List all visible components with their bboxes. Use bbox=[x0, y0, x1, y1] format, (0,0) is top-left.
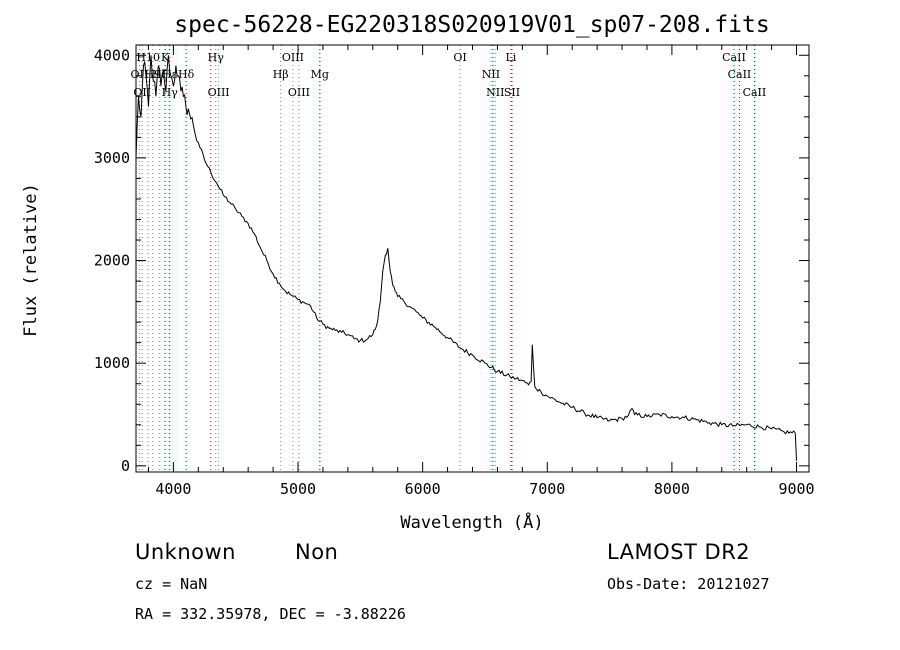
x-tick-label: 8000 bbox=[654, 480, 690, 498]
spectral-line-label: K bbox=[161, 51, 170, 64]
x-tick-label: 6000 bbox=[405, 480, 441, 498]
redshift-readout: cz = NaN bbox=[135, 575, 208, 593]
spectral-subclass: Non bbox=[295, 540, 339, 564]
y-tick-label: 4000 bbox=[94, 46, 130, 64]
chart-title: spec-56228-EG220318S020919V01_sp07-208.f… bbox=[174, 12, 769, 38]
axes: 4000 5000 6000 7000 8000 9000 0 1000 2000 3000 400… bbox=[94, 45, 815, 498]
x-tick-label: 9000 bbox=[778, 480, 814, 498]
survey-name: LAMOST DR2 bbox=[607, 540, 751, 564]
spectral-class: Unknown bbox=[135, 540, 236, 564]
y-tick-label: 0 bbox=[121, 457, 130, 475]
y-tick-label: 3000 bbox=[94, 149, 130, 167]
spectral-line-label: Li bbox=[505, 51, 516, 64]
y-tick-label: 1000 bbox=[94, 354, 130, 372]
plot-area bbox=[135, 55, 797, 461]
spectral-line-label: Mg bbox=[311, 68, 329, 81]
x-tick-label: 4000 bbox=[155, 480, 191, 498]
y-tick-label: 2000 bbox=[94, 252, 130, 270]
spectrum-line bbox=[135, 55, 797, 461]
y-axis-label: Flux (relative) bbox=[21, 183, 41, 337]
spectral-line-label: Hγ bbox=[208, 51, 225, 64]
spectral-line-label: Hδ bbox=[178, 68, 195, 81]
observation-date: Obs-Date: 20121027 bbox=[607, 575, 770, 593]
spectral-line-label: OII bbox=[131, 68, 149, 81]
spectral-line-label: NII bbox=[486, 86, 504, 99]
spectral-line-label: H10 bbox=[136, 51, 160, 64]
x-tick-label: 7000 bbox=[529, 480, 565, 498]
x-axis-label: Wavelength (Å) bbox=[400, 511, 543, 533]
plot-frame bbox=[135, 44, 810, 473]
spectral-line-label: CaII bbox=[743, 86, 767, 99]
spectral-line-label: Hε bbox=[162, 68, 178, 81]
coordinates-readout: RA = 332.35978, DEC = -3.88226 bbox=[135, 605, 406, 623]
spectral-line-label: Hβ bbox=[273, 68, 289, 81]
spectral-line-label: SII bbox=[504, 86, 520, 99]
x-tick-label: 5000 bbox=[280, 480, 316, 498]
spectral-line-label: OI bbox=[453, 51, 466, 64]
spectral-line-label: OIII bbox=[288, 86, 310, 99]
spectral-line-label: OIII bbox=[208, 86, 230, 99]
spectral-line-label: OIII bbox=[282, 51, 304, 64]
spectral-line-markers: OIIOIIH10H9HζKHεHγHδHγOIIIHβOIIIOIIIMgOI… bbox=[131, 45, 767, 472]
spectral-line-label: NII bbox=[482, 68, 500, 81]
